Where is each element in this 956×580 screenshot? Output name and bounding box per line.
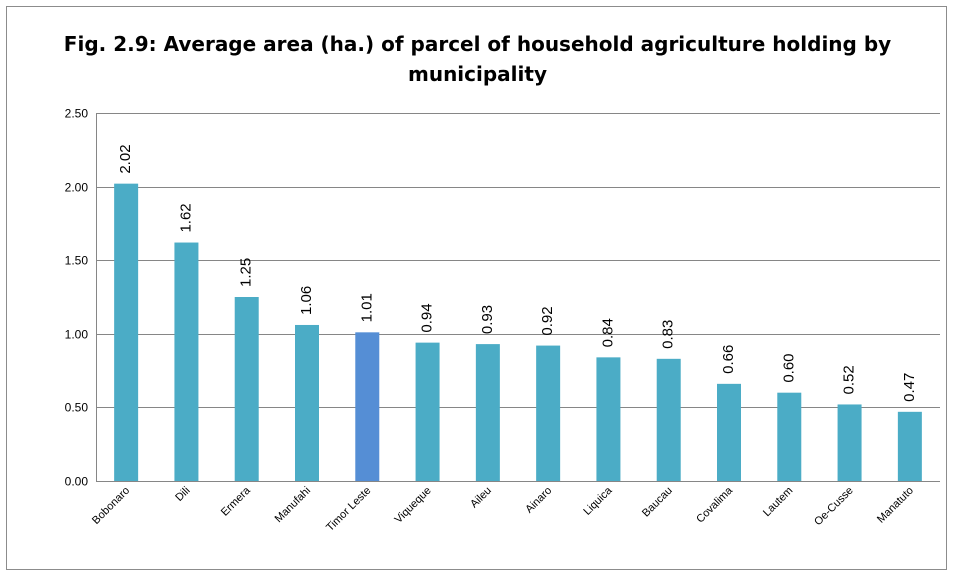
x-tick-label: Aileu [468, 485, 494, 511]
bar [355, 332, 380, 481]
data-label: 0.47 [901, 373, 918, 402]
data-label: 1.62 [177, 203, 194, 232]
bar [837, 404, 862, 481]
chart-title-line-2: municipality [407, 62, 547, 86]
bar [295, 324, 319, 481]
data-label: 0.84 [599, 318, 616, 347]
data-label: 0.93 [479, 305, 496, 334]
bar [174, 242, 199, 481]
x-tick-label: Lautem [761, 485, 795, 519]
bar [897, 411, 922, 481]
data-label: 0.52 [841, 365, 858, 394]
x-tick-label: Viqueque [392, 485, 433, 526]
y-tick-label: 2.00 [65, 181, 89, 195]
x-tick-label: Ainaro [523, 485, 554, 516]
data-label: 1.01 [358, 293, 375, 322]
x-tick-label: Liquica [581, 484, 615, 518]
x-tick-label: Timor Leste [324, 485, 373, 534]
chart-title-line-1: Fig. 2.9: Average area (ha.) of parcel o… [63, 32, 892, 56]
bar [536, 345, 561, 481]
bar [234, 297, 259, 481]
y-tick-label: 0.50 [65, 401, 89, 415]
bar [717, 383, 741, 481]
x-tick-label: Manufahi [273, 485, 313, 525]
chart-title: Fig. 2.9: Average area (ha.) of parcel o… [7, 29, 948, 89]
data-label: 0.60 [780, 353, 797, 382]
bar [777, 392, 802, 481]
x-tick-label: Oe-Cusse [812, 485, 856, 529]
data-label: 1.06 [298, 286, 315, 315]
x-tick-label: Ermera [219, 484, 254, 519]
data-label: 1.25 [238, 258, 255, 287]
bar [475, 344, 500, 481]
y-tick-label: 1.50 [65, 254, 89, 268]
data-label: 2.02 [117, 144, 134, 173]
y-tick-label: 2.50 [65, 107, 89, 121]
y-tick-label: 0.00 [65, 475, 89, 489]
data-label: 0.66 [720, 345, 737, 374]
bar [596, 357, 621, 481]
y-tick-label: 1.00 [65, 328, 89, 342]
bar [415, 342, 440, 481]
x-tick-label: Baucau [640, 485, 675, 520]
x-tick-label: Dili [173, 485, 192, 504]
x-tick-label: Covalima [694, 484, 736, 526]
bar [114, 183, 139, 481]
bar [656, 358, 681, 481]
data-label: 0.83 [660, 320, 677, 349]
x-tick-label: Manatuto [875, 485, 916, 526]
x-tick-label: Bobonaro [90, 485, 132, 527]
data-label: 0.94 [419, 303, 436, 332]
data-label: 0.92 [539, 306, 556, 335]
